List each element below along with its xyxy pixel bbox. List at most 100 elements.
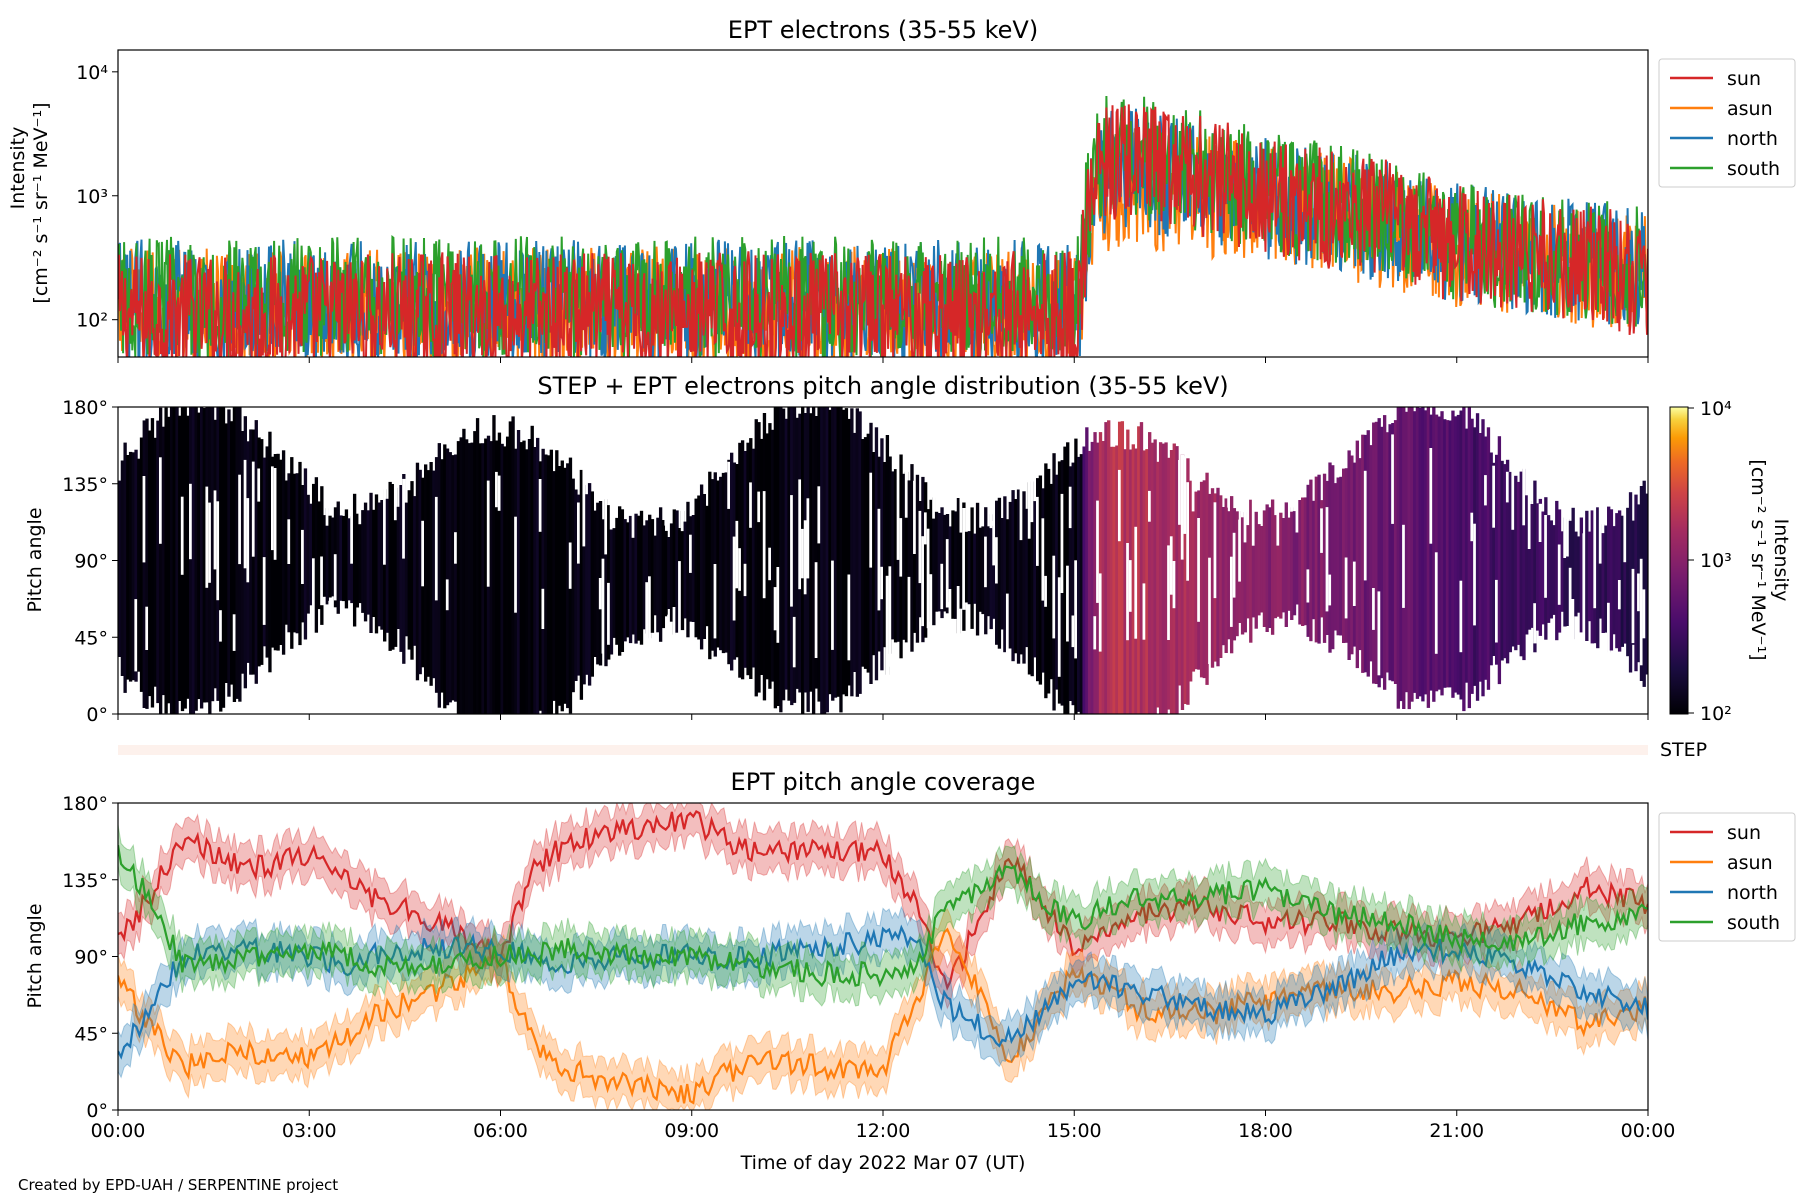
heatmap-cell <box>1027 482 1032 675</box>
panel-coverage: EPT pitch angle coverage 0° 45° 90° 135° 180… <box>24 768 1796 1174</box>
heatmap-cell <box>1320 500 1324 618</box>
heatmap-cell <box>339 515 343 601</box>
heatmap-cell <box>1235 511 1239 637</box>
heatmap-cell <box>773 407 778 709</box>
heatmap-cell <box>683 521 687 619</box>
heatmap-gap <box>1325 507 1329 612</box>
heatmap-cell <box>1123 449 1127 714</box>
heatmap-cell <box>1087 450 1092 714</box>
heatmap-cell <box>158 407 163 714</box>
heatmap-cell <box>1516 481 1521 645</box>
heatmap-cell <box>511 416 515 714</box>
heatmap-cell <box>172 407 176 714</box>
heatmap-cell <box>1219 495 1223 658</box>
heatmap-gap <box>1372 588 1376 630</box>
heatmap-cell <box>850 408 854 697</box>
heatmap-gap <box>1169 536 1174 595</box>
heatmap-cell <box>571 478 575 693</box>
heatmap-cell <box>197 412 201 700</box>
heatmap-gap <box>1186 482 1190 581</box>
y-tick-label: 45° <box>74 627 108 649</box>
heatmap-cell <box>1317 474 1321 644</box>
heatmap-cell <box>1298 500 1302 625</box>
heatmap-cell <box>1257 524 1261 616</box>
heatmap-cell <box>585 494 589 675</box>
heatmap-gap <box>445 579 450 611</box>
heatmap-cell <box>1311 500 1316 620</box>
heatmap-cell <box>825 407 829 713</box>
heatmap-cell <box>743 451 747 668</box>
heatmap-cell <box>118 480 122 657</box>
heatmap-cell <box>836 407 840 697</box>
step-band <box>118 745 1648 755</box>
heatmap-cell <box>355 513 360 608</box>
heatmap-cell <box>555 450 559 714</box>
heatmap-cell <box>1000 518 1004 630</box>
heatmap-cell <box>1194 491 1198 670</box>
heatmap-cell <box>1117 421 1122 714</box>
heatmap-cell <box>1093 432 1097 714</box>
heatmap-gap <box>1243 493 1247 543</box>
heatmap-cell <box>410 481 414 660</box>
heatmap-gap <box>932 479 936 519</box>
heatmap-cell <box>730 452 734 671</box>
heatmap-gap <box>1238 519 1242 582</box>
heatmap-gap <box>1142 583 1146 640</box>
heatmap-cell <box>383 489 387 642</box>
heatmap-cell <box>1038 475 1043 685</box>
heatmap-gap <box>1295 448 1299 533</box>
heatmap-gap <box>1148 490 1152 522</box>
heatmap-cell <box>954 511 958 619</box>
heatmap-cell <box>779 407 783 713</box>
heatmap-cell <box>404 502 409 637</box>
heatmap-cell <box>1005 519 1010 631</box>
heatmap-cell <box>1339 476 1343 636</box>
heatmap-gap <box>1093 616 1097 650</box>
heatmap-gap <box>495 471 499 508</box>
heatmap-gap <box>320 556 324 606</box>
heatmap-cell <box>1090 441 1094 714</box>
heatmap-cell <box>970 507 974 629</box>
heatmap-cell <box>281 450 286 655</box>
heatmap-cell <box>525 449 529 714</box>
heatmap-gap <box>1571 599 1575 661</box>
heatmap-cell <box>842 409 846 695</box>
heatmap-cell <box>1623 519 1627 644</box>
heatmap-cell <box>1148 432 1152 714</box>
heatmap-cell <box>1336 477 1340 636</box>
heatmap-cell <box>131 452 135 681</box>
x-tick-label: 15:00 <box>1047 1120 1102 1142</box>
heatmap-gap <box>609 433 614 530</box>
heatmap-gap <box>582 466 586 547</box>
heatmap-cell <box>1530 504 1534 628</box>
heatmap-cell <box>1615 513 1619 649</box>
y-tick-label: 10² <box>76 310 108 332</box>
heatmap-gap <box>607 582 611 645</box>
heatmap-cell <box>167 416 171 704</box>
heatmap-gap <box>831 560 835 650</box>
y-tick-label: 0° <box>86 704 108 726</box>
heatmap-cell <box>858 411 862 694</box>
heatmap-cell <box>328 515 332 598</box>
heatmap-cell <box>1071 462 1075 706</box>
heatmap-cell <box>1342 468 1346 643</box>
heatmap-cell <box>1003 496 1007 653</box>
heatmap-cell <box>484 438 488 714</box>
heatmap-cell <box>566 463 570 709</box>
heatmap-gap <box>213 490 217 570</box>
heatmap-cell <box>1634 494 1638 672</box>
heatmap-gap <box>402 478 406 559</box>
heatmap-cell <box>454 454 458 702</box>
heatmap-gap <box>1232 532 1237 598</box>
heatmap-gap <box>1637 573 1641 612</box>
heatmap-cell <box>637 515 641 641</box>
heatmap-cell <box>249 429 253 675</box>
heatmap-cell <box>888 456 892 654</box>
heatmap-cell <box>686 501 690 638</box>
heatmap-cell <box>956 498 961 634</box>
heatmap-cell <box>1251 524 1256 618</box>
heatmap-cell <box>710 479 715 651</box>
heatmap-cell <box>784 418 788 690</box>
x-tick-label: 03:00 <box>282 1120 337 1142</box>
heatmap-gap <box>1260 446 1264 523</box>
